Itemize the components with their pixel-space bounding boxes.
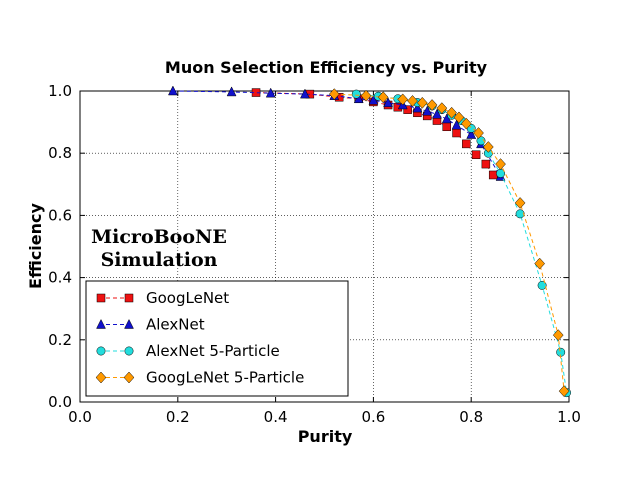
y-tick-label: 0.8 (48, 144, 72, 162)
data-point (471, 150, 481, 160)
y-tick-label: 0.2 (48, 331, 72, 349)
x-axis-label: Purity (298, 427, 353, 446)
y-tick-label: 0.6 (48, 206, 72, 224)
series-layer (168, 85, 572, 398)
legend-label: AlexNet (146, 316, 205, 334)
data-point (328, 88, 340, 100)
annotation-line-2: Simulation (101, 249, 218, 271)
data-point (377, 91, 389, 104)
x-tick-label: 0.0 (68, 408, 92, 426)
data-point (552, 329, 564, 342)
data-point (416, 96, 428, 109)
data-point (534, 257, 545, 270)
chart-title: Muon Selection Efficiency vs. Purity (165, 58, 488, 77)
data-point (495, 158, 506, 170)
legend-marker (96, 293, 106, 303)
legend-label: GoogLeNet (146, 289, 229, 307)
legend-marker (124, 346, 134, 356)
data-point (168, 85, 178, 96)
data-point (422, 105, 433, 116)
data-point (558, 385, 570, 397)
data-point (452, 128, 461, 138)
data-point (514, 197, 526, 209)
data-point (481, 159, 491, 169)
data-point (403, 105, 412, 114)
y-tick-label: 0.0 (48, 393, 72, 411)
data-point (407, 95, 418, 107)
data-point (432, 108, 442, 119)
series-line (172, 90, 501, 177)
series-line (356, 93, 568, 393)
data-point (300, 88, 310, 99)
annotation-line-1: MicroBooNE (91, 226, 227, 248)
data-point (460, 117, 472, 130)
y-tick-label: 0.4 (48, 269, 72, 287)
legend-label: AlexNet 5-Particle (146, 342, 280, 360)
axis-ticks: 0.0 0.2 0.4 0.6 0.8 1.0 0.0 0.2 0.4 0.6 0.8 1.0 (48, 82, 581, 426)
legend-marker (124, 293, 134, 303)
data-point (515, 209, 525, 219)
data-point (482, 141, 494, 153)
data-point (488, 170, 498, 180)
legend-marker (123, 371, 135, 384)
data-point (265, 87, 276, 98)
legend-label: GoogLeNet 5-Particle (146, 369, 304, 387)
data-point (360, 89, 372, 102)
series-diamond (328, 88, 570, 397)
data-point (436, 102, 448, 114)
series-circle (351, 89, 572, 398)
series-triangle (168, 85, 506, 181)
data-point (442, 122, 451, 132)
legend: GoogLeNet AlexNet AlexNet 5-Particle GoogLe… (85, 280, 349, 397)
y-tick-label: 1.0 (48, 82, 72, 100)
x-tick-label: 0.4 (264, 408, 288, 426)
legend-marker (124, 318, 134, 329)
data-point (383, 97, 393, 108)
x-tick-label: 0.8 (459, 408, 483, 426)
y-axis-label: Efficiency (26, 202, 45, 288)
legend-marker (96, 346, 106, 356)
data-point (462, 139, 471, 149)
data-point (451, 119, 462, 130)
data-point (453, 111, 465, 124)
legend-marker (96, 318, 106, 329)
x-tick-label: 0.2 (166, 408, 190, 426)
data-point (537, 280, 547, 290)
data-point (426, 99, 438, 111)
x-tick-label: 1.0 (557, 408, 581, 426)
series-line (334, 93, 565, 392)
x-tick-label: 0.6 (361, 408, 385, 426)
data-point (466, 128, 477, 139)
data-point (397, 93, 409, 106)
plot-frame (79, 90, 570, 403)
data-point (473, 127, 484, 139)
legend-marker (95, 371, 107, 384)
data-point (351, 89, 361, 99)
data-point (226, 86, 237, 97)
data-point (412, 102, 423, 113)
data-point (446, 106, 457, 119)
